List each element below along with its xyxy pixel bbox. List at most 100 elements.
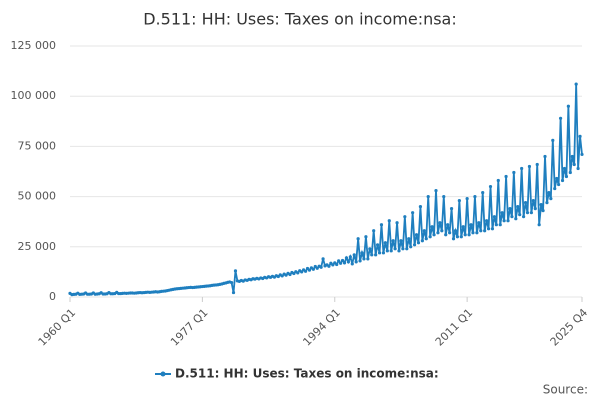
point <box>409 245 413 249</box>
y-tick-label: 50 000 <box>18 190 57 203</box>
point <box>411 211 415 215</box>
point <box>551 138 555 142</box>
point <box>549 197 553 201</box>
point <box>475 231 479 235</box>
point <box>288 272 292 277</box>
point <box>377 251 382 255</box>
point <box>576 166 580 171</box>
point <box>335 262 339 267</box>
point <box>574 82 578 86</box>
point <box>366 257 370 261</box>
point <box>523 201 528 205</box>
point <box>521 215 526 219</box>
point <box>449 207 454 211</box>
chart-title: D.511: HH: Uses: Taxes on income:nsa: <box>143 10 457 29</box>
legend-marker <box>160 371 166 377</box>
point <box>578 134 582 138</box>
x-tick-label: 1994 Q1 <box>300 306 343 349</box>
point <box>344 256 349 260</box>
point <box>553 186 557 191</box>
point <box>463 233 467 237</box>
point <box>372 229 376 233</box>
point <box>455 235 460 239</box>
point <box>510 215 514 219</box>
point <box>537 223 541 227</box>
point <box>389 249 393 253</box>
point <box>438 221 442 225</box>
point <box>387 219 391 223</box>
point <box>397 249 401 253</box>
point <box>311 267 315 271</box>
point <box>327 264 331 268</box>
point <box>352 253 356 257</box>
point <box>451 237 456 241</box>
point <box>506 219 510 223</box>
point <box>461 225 465 229</box>
point <box>539 203 543 207</box>
point <box>547 190 551 195</box>
legend-label: D.511: HH: Uses: Taxes on income:nsa: <box>175 367 439 381</box>
point <box>340 258 345 263</box>
point <box>557 182 561 187</box>
point <box>426 195 430 199</box>
point <box>494 223 498 227</box>
point <box>483 229 487 233</box>
point <box>566 104 570 108</box>
point <box>391 239 395 243</box>
x-tick-label: 2025 Q4 <box>548 306 591 349</box>
point <box>405 247 409 251</box>
point <box>358 259 362 263</box>
point <box>558 116 563 120</box>
point <box>393 247 397 251</box>
point <box>490 227 495 231</box>
point <box>442 195 446 199</box>
point <box>555 176 559 181</box>
line <box>69 84 583 296</box>
point <box>395 221 399 225</box>
point <box>385 249 389 253</box>
point <box>364 235 368 239</box>
point <box>504 174 508 179</box>
source: Source: <box>543 383 588 397</box>
point <box>518 213 522 217</box>
point <box>420 239 424 243</box>
point <box>541 209 545 213</box>
point <box>446 223 450 227</box>
point <box>379 223 384 227</box>
point <box>337 259 341 263</box>
point <box>412 243 417 247</box>
point <box>444 233 448 237</box>
point <box>471 231 475 235</box>
point <box>459 235 463 239</box>
x-tick-label: 1977 Q1 <box>168 306 211 349</box>
point <box>229 280 234 285</box>
point <box>570 154 574 159</box>
point <box>496 178 500 183</box>
point <box>568 170 572 175</box>
point <box>350 262 354 266</box>
point <box>560 178 565 183</box>
point <box>467 233 471 237</box>
point <box>434 188 438 193</box>
point <box>453 229 458 233</box>
point <box>543 154 547 159</box>
point <box>422 229 426 233</box>
point <box>485 219 489 223</box>
point <box>498 223 502 227</box>
point <box>516 205 520 209</box>
point <box>527 164 532 169</box>
point <box>430 225 434 229</box>
point <box>233 269 238 273</box>
point <box>342 261 347 265</box>
point <box>331 263 335 267</box>
y-tick-label: 100 000 <box>11 89 57 102</box>
point <box>580 152 584 157</box>
point <box>300 270 304 274</box>
point <box>370 253 374 257</box>
point <box>407 237 411 241</box>
point <box>477 221 481 225</box>
point <box>448 231 452 235</box>
point <box>319 265 323 269</box>
point <box>418 205 423 209</box>
point <box>321 257 325 261</box>
